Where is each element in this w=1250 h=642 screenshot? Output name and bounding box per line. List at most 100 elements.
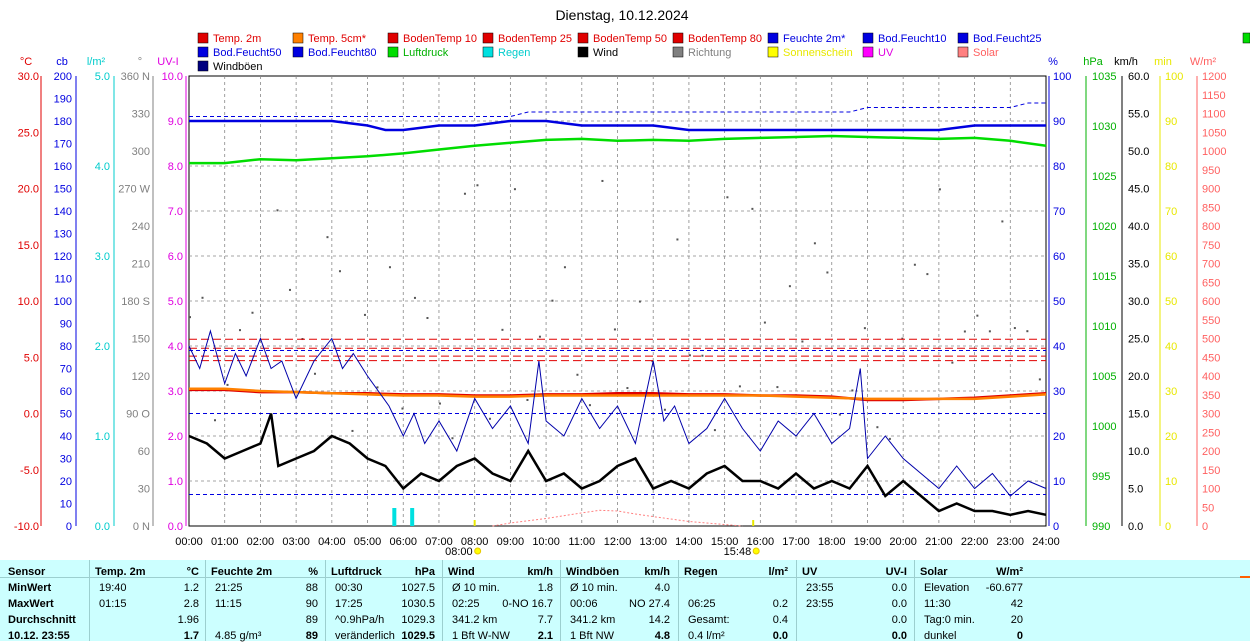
direction-point [351,429,354,432]
axis-tick-label: 1020 [1092,221,1116,233]
axis-tick-label: 10.0 [162,71,183,83]
x-tick-label: 23:00 [997,536,1025,548]
axis-tick-label: 5.0 [95,71,110,83]
direction-point [426,317,429,320]
axis-tick-label: 80 [1165,161,1177,173]
table-cell-label: ^0.9hPa/h [335,614,385,626]
axis-tick-label: 0.0 [95,521,110,533]
chart-legend: Temp. 2m Temp. 5cm* BodenTemp 10 BodenTemp … [197,32,1250,73]
direction-point [788,285,791,288]
table-divider [325,560,326,641]
x-tick-label: 19:00 [854,536,882,548]
axis-tick-label: 850 [1202,202,1220,214]
axis-tick-label: 150 [1202,465,1220,477]
x-tick-label: 24:00 [1032,536,1060,548]
direction-point [951,361,954,364]
axis-tick-label: 1005 [1092,371,1116,383]
x-tick-label: 12:00 [604,536,632,548]
axis-tick-label: 20.0 [18,184,39,196]
axis-tick-label: 5.0 [168,296,183,308]
axis-tick-label: 40.0 [1128,221,1149,233]
direction-point [601,179,604,182]
table-cell-value: 0.0 [891,614,907,626]
direction-point [238,329,241,332]
axis-tick-label: 90 O [126,409,150,421]
table-divider [914,560,915,641]
legend-label: Temp. 2m [213,33,261,45]
table-cell-value: 88 [305,582,318,594]
axis-tick-label: 0 [66,521,72,533]
table-cell-value: 4.0 [654,582,670,594]
direction-point [251,311,254,314]
legend-swatch [387,32,399,44]
table-unit: UV-I [885,566,907,578]
table-cell-label: Ø 10 min. [570,582,618,594]
table-cell-value: 1.7 [183,630,199,642]
table-cell-value: 90 [305,598,318,610]
direction-point [413,296,416,299]
axis-tick-label: 90 [60,319,72,331]
axis-tick-label: 30 [1165,386,1177,398]
table-cell-label: 00:06 [570,598,598,610]
axis-unit: min [1154,56,1172,68]
axis-tick-label: 700 [1202,259,1220,271]
table-cell-label: 00:30 [335,582,363,594]
x-tick-label: 21:00 [925,536,953,548]
axis-tick-label: 70 [1165,206,1177,218]
axis-tick-label: 550 [1202,315,1220,327]
axis-unit: °C [20,56,32,68]
direction-point [663,408,666,411]
direction-point [1038,378,1041,381]
axis-tick-label: 180 [54,116,72,128]
direction-point [901,337,904,340]
direction-point [551,299,554,302]
axis-tick-label: 7.0 [168,206,183,218]
table-unit: W/m² [996,566,1023,578]
axis-tick-label: 250 [1202,427,1220,439]
direction-point [738,385,741,388]
rain-bar [392,508,397,526]
series-line-11 [189,134,1047,165]
table-divider [205,560,206,641]
table-cell-label: Elevation [924,582,970,594]
direction-point [338,270,341,273]
axis-tick-label: 10 [1053,476,1065,488]
axis-tick-label: 120 [54,251,72,263]
direction-point [526,398,529,401]
direction-point [513,188,516,191]
direction-point [1013,327,1016,330]
axis-tick-label: 0 [1202,521,1208,533]
axis-tick-label: 30 [1053,386,1065,398]
axis-tick-label: 150 [54,184,72,196]
legend-label: Bod.Feucht50 [213,47,282,59]
direction-point [926,273,929,276]
table-row-label: Durchschnitt [8,614,76,626]
legend-swatch [672,32,684,44]
axis-tick-label: 50 [60,409,72,421]
direction-point [776,386,779,389]
table-cell-value: 7.7 [537,614,553,626]
axis-tick-label: 50 [1202,502,1214,514]
axis-tick-label: 210 [132,259,150,271]
series-line-8 [189,102,1046,117]
x-tick-label: 05:00 [354,536,382,548]
axis-tick-label: 20 [1053,431,1065,443]
axis-tick-label: 100 [1165,71,1183,83]
axis-tick-label: 40 [60,431,72,443]
direction-point [763,321,766,324]
axis-tick-label: 240 [132,221,150,233]
table-cell-label: 1 Bft W-NW [452,630,510,642]
axis-tick-label: 0 [1053,521,1059,533]
table-cell-label: 11:30 [924,598,951,610]
table-cell-value: 14.2 [648,614,670,626]
axis-tick-label: 2.0 [95,341,110,353]
axis-tick-label: 600 [1202,296,1220,308]
axis-tick-label: 9.0 [168,116,183,128]
table-cell-value: 0-NO 16.7 [502,598,553,610]
legend-label: Windböen [213,61,263,73]
table-divider [442,560,443,641]
table-cell-label: dunkel [924,630,957,642]
axis-tick-label: 270 W [118,184,150,196]
axis-tick-label: 90 [1053,116,1065,128]
direction-point [876,426,879,429]
